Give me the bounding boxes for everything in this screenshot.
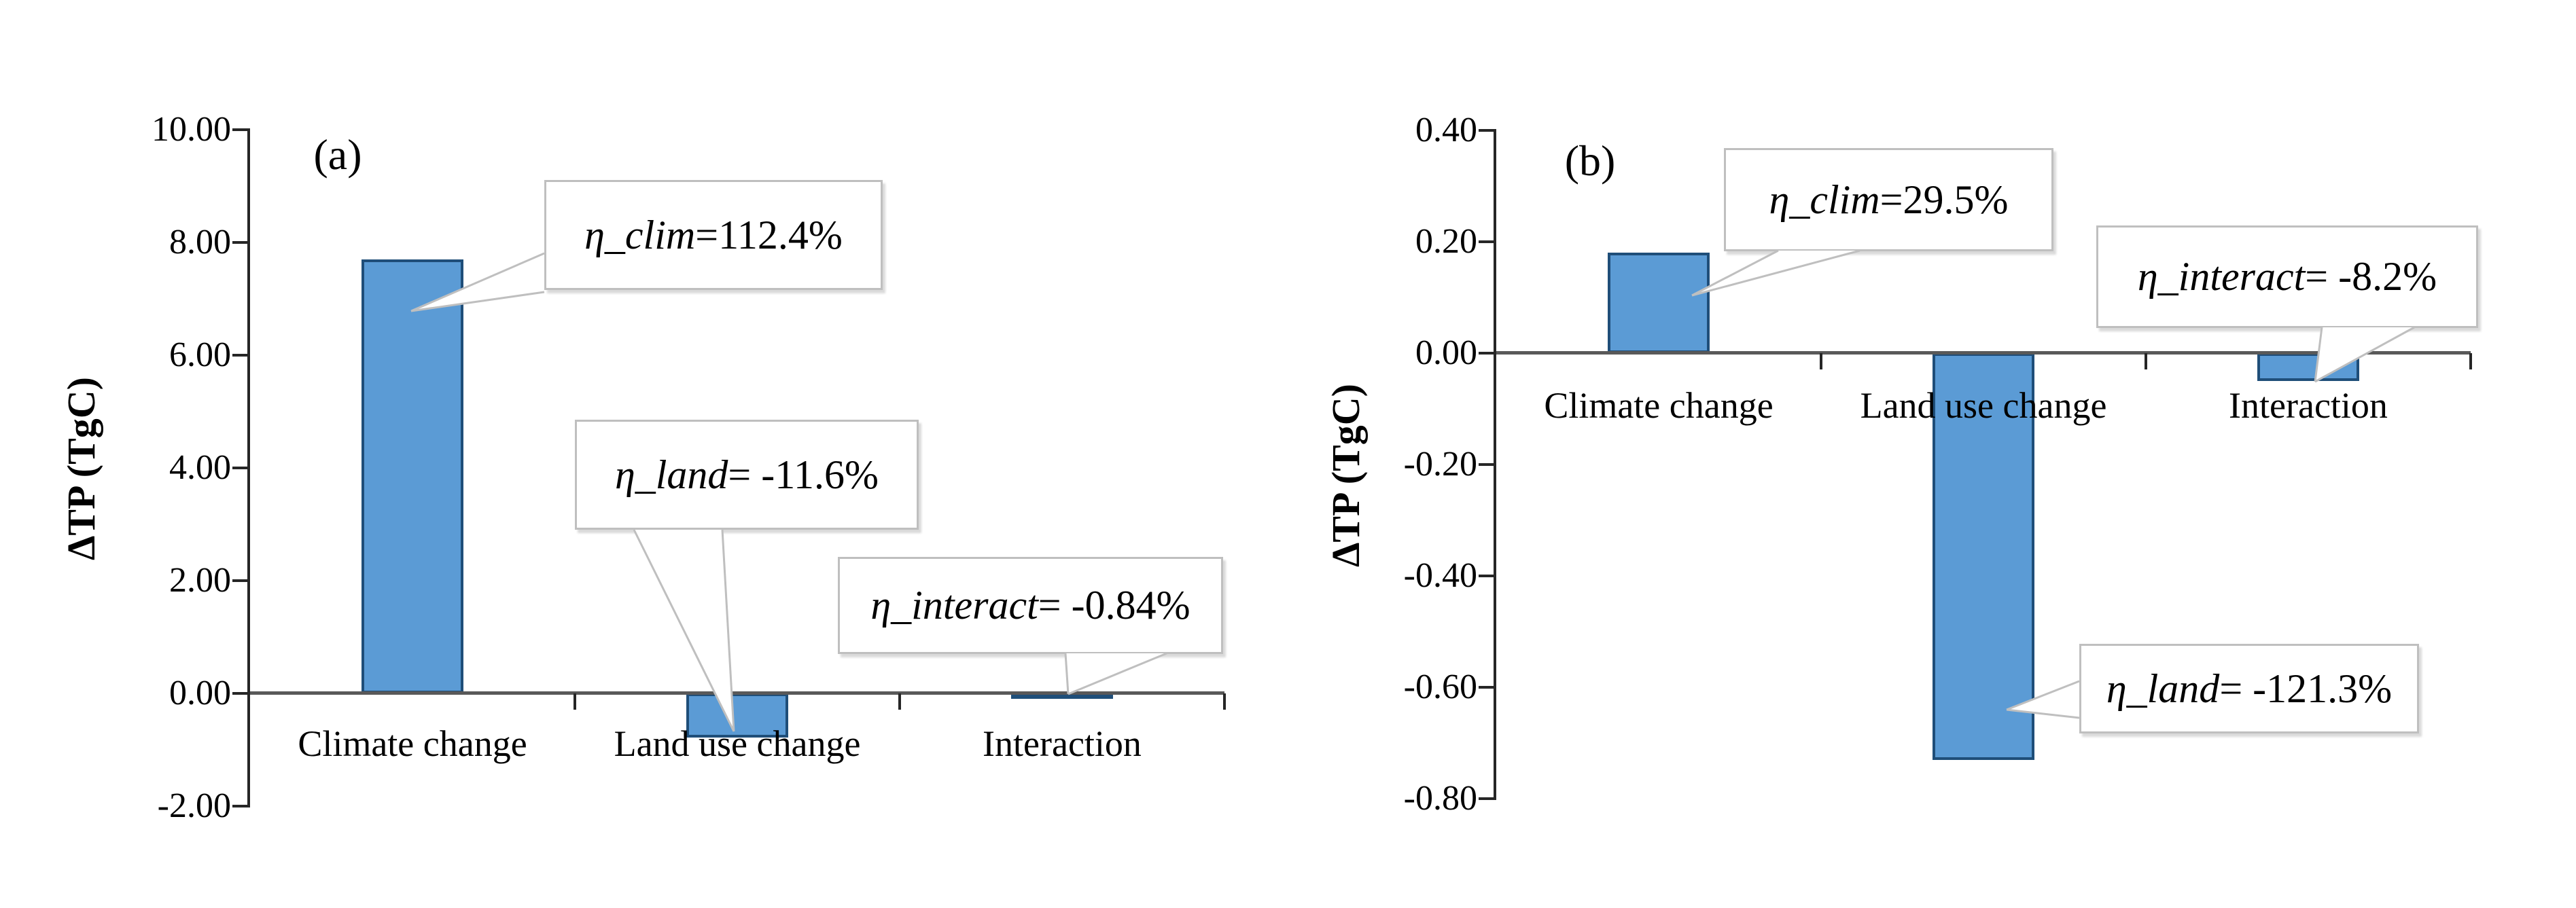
y-tick-label-b: -0.60 bbox=[1403, 668, 1477, 706]
callout-variable: η_clim bbox=[1769, 177, 1880, 222]
y-tick-b bbox=[1479, 240, 1496, 243]
y-tick-label-b: -0.80 bbox=[1403, 779, 1477, 818]
y-tick-label-a: -2.00 bbox=[157, 786, 231, 825]
x-category-label-climate-change-b: Climate change bbox=[1544, 385, 1774, 426]
y-tick-label-a: 0.00 bbox=[169, 674, 231, 712]
x-tick-b bbox=[2469, 353, 2472, 369]
x-category-label-climate-change-a: Climate change bbox=[298, 723, 527, 764]
callout-variable: η_interact bbox=[870, 583, 1038, 628]
x-tick-b bbox=[1820, 353, 1822, 369]
callout-value: = -121.3% bbox=[2219, 666, 2393, 711]
y-tick-b bbox=[1479, 463, 1496, 466]
callout-variable: η_land bbox=[2106, 666, 2220, 711]
callout-variable: η_interact bbox=[2137, 254, 2306, 299]
bar-interaction-b bbox=[2257, 353, 2359, 381]
callout-value: = -11.6% bbox=[728, 452, 879, 497]
y-tick-label-b: -0.40 bbox=[1403, 556, 1477, 595]
panel-label-b: (b) bbox=[1564, 137, 1616, 185]
y-axis-title-b: ΔTP (TgC) bbox=[1324, 384, 1368, 567]
callout-climate-change-b: η_clim =29.5% bbox=[1724, 148, 2053, 251]
callout-leader-line bbox=[1064, 653, 1070, 695]
y-axis-title-a: ΔTP (TgC) bbox=[59, 377, 103, 560]
y-tick-b bbox=[1479, 797, 1496, 800]
y-tick-b bbox=[1479, 575, 1496, 577]
y-tick-a bbox=[232, 467, 250, 469]
x-tick-a bbox=[1223, 693, 1226, 710]
callout-interaction-a: η_interact = -0.84% bbox=[838, 557, 1223, 654]
callout-land-use-change-b: η_land = -121.3% bbox=[2079, 644, 2419, 733]
panel-label-a: (a) bbox=[313, 130, 362, 179]
callout-interaction-b: η_interact = -8.2% bbox=[2096, 225, 2478, 328]
y-tick-label-a: 2.00 bbox=[169, 561, 231, 600]
bar-climate-change-a bbox=[361, 259, 463, 693]
bar-climate-change-b bbox=[1608, 253, 1710, 353]
x-tick-a bbox=[898, 693, 901, 710]
y-tick-b bbox=[1479, 129, 1496, 132]
callout-value: = -0.84% bbox=[1038, 583, 1190, 628]
callout-value: = -8.2% bbox=[2305, 254, 2437, 299]
y-tick-label-a: 4.00 bbox=[169, 448, 231, 487]
y-tick-label-b: 0.00 bbox=[1415, 333, 1477, 372]
y-tick-label-b: 0.20 bbox=[1415, 222, 1477, 261]
callout-variable: η_land bbox=[614, 452, 728, 497]
x-axis-line-a bbox=[250, 691, 1224, 695]
callout-wedge-fill bbox=[1692, 251, 1860, 295]
y-tick-b bbox=[1479, 686, 1496, 689]
y-tick-b bbox=[1479, 352, 1496, 355]
callout-value: =112.4% bbox=[695, 212, 843, 257]
y-tick-a bbox=[232, 128, 250, 131]
callout-value: =29.5% bbox=[1880, 177, 2009, 222]
y-tick-label-a: 8.00 bbox=[169, 223, 231, 261]
y-tick-label-b: -0.20 bbox=[1403, 445, 1477, 484]
x-tick-b bbox=[2145, 353, 2147, 369]
callout-wedge-fill bbox=[1065, 653, 1167, 694]
x-category-label-interaction-a: Interaction bbox=[983, 723, 1142, 764]
callout-climate-change-a: η_clim =112.4% bbox=[544, 180, 883, 290]
callout-leader-line bbox=[1068, 652, 1167, 695]
x-tick-a bbox=[574, 693, 576, 710]
y-tick-a bbox=[232, 692, 250, 695]
x-category-label-interaction-b: Interaction bbox=[2229, 385, 2388, 426]
bar-interaction-a bbox=[1011, 693, 1113, 699]
callout-variable: η_clim bbox=[584, 212, 696, 257]
x-axis-line-b bbox=[1496, 351, 2471, 355]
y-tick-label-b: 0.40 bbox=[1415, 111, 1477, 149]
x-category-label-land-use-change-b: Land use change bbox=[1860, 385, 2107, 426]
y-tick-a bbox=[232, 805, 250, 807]
y-tick-a bbox=[232, 354, 250, 357]
y-tick-a bbox=[232, 579, 250, 582]
callout-land-use-change-a: η_land = -11.6% bbox=[575, 420, 919, 530]
y-tick-label-a: 6.00 bbox=[169, 335, 231, 374]
y-tick-label-a: 10.00 bbox=[152, 110, 231, 149]
y-tick-a bbox=[232, 241, 250, 244]
callout-leader-line bbox=[1691, 249, 1860, 297]
